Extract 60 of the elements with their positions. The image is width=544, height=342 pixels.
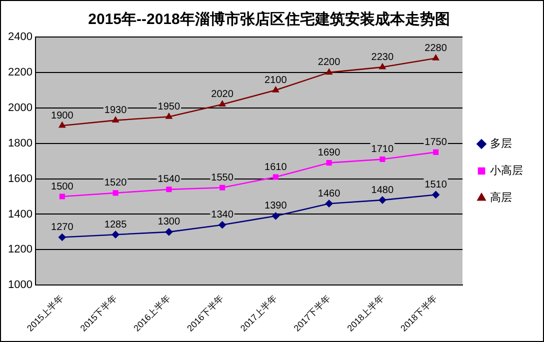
point xyxy=(166,186,172,192)
data-label: 1540 xyxy=(158,174,180,186)
point xyxy=(218,221,226,229)
point xyxy=(326,160,332,166)
point xyxy=(379,63,386,70)
data-label: 1500 xyxy=(51,181,74,192)
data-label: 1900 xyxy=(51,110,74,122)
point xyxy=(112,190,118,196)
point xyxy=(272,174,278,180)
y-tick-label: 1800 xyxy=(8,137,32,150)
data-label: 2020 xyxy=(211,89,234,100)
data-label: 1270 xyxy=(51,222,74,234)
point xyxy=(58,122,66,128)
point xyxy=(326,68,332,75)
point xyxy=(433,149,439,155)
point xyxy=(58,234,66,241)
data-label: 1460 xyxy=(318,188,341,200)
point xyxy=(432,191,440,198)
data-label: 1480 xyxy=(371,184,394,196)
data-label: 1510 xyxy=(424,179,448,190)
point xyxy=(378,196,386,204)
data-label: 1930 xyxy=(104,105,128,116)
point xyxy=(166,113,172,119)
y-tick-label: 2000 xyxy=(8,102,32,114)
y-tick-label: 1200 xyxy=(8,244,32,256)
point xyxy=(380,156,386,162)
data-label: 2230 xyxy=(371,52,394,63)
point xyxy=(59,194,65,200)
data-label: 1750 xyxy=(424,136,448,148)
data-label: 1520 xyxy=(104,178,128,189)
y-tick-label: 1400 xyxy=(8,208,32,220)
data-label: 1340 xyxy=(211,210,234,221)
legend-label: 小高层 xyxy=(490,164,523,178)
data-label: 1950 xyxy=(158,102,180,112)
legend-label: 高层 xyxy=(490,191,512,204)
data-label: 2200 xyxy=(318,57,341,68)
point xyxy=(112,116,119,122)
data-label: 1710 xyxy=(371,144,394,156)
data-label: 1550 xyxy=(211,172,234,184)
point xyxy=(112,230,120,238)
point xyxy=(220,184,226,190)
y-tick-label: 2400 xyxy=(8,31,32,44)
data-label: 1300 xyxy=(158,216,180,228)
point xyxy=(272,212,280,220)
legend-label: 多层 xyxy=(490,138,512,150)
data-label: 1390 xyxy=(264,200,288,212)
y-tick-label: 1000 xyxy=(8,279,32,292)
y-tick-label: 2200 xyxy=(8,66,32,78)
data-label: 1285 xyxy=(104,219,128,230)
data-label: 1610 xyxy=(264,162,288,173)
point xyxy=(219,100,226,106)
data-label: 2280 xyxy=(424,43,448,54)
point xyxy=(432,54,440,60)
point xyxy=(325,200,333,208)
y-tick-label: 1600 xyxy=(8,172,32,185)
data-label: 2100 xyxy=(264,74,288,86)
chart-title: 2015年--2018年淄博市张店区住宅建筑安装成本走势图 xyxy=(88,10,450,28)
point xyxy=(272,86,279,92)
point xyxy=(165,228,173,236)
data-label: 1690 xyxy=(318,148,341,159)
